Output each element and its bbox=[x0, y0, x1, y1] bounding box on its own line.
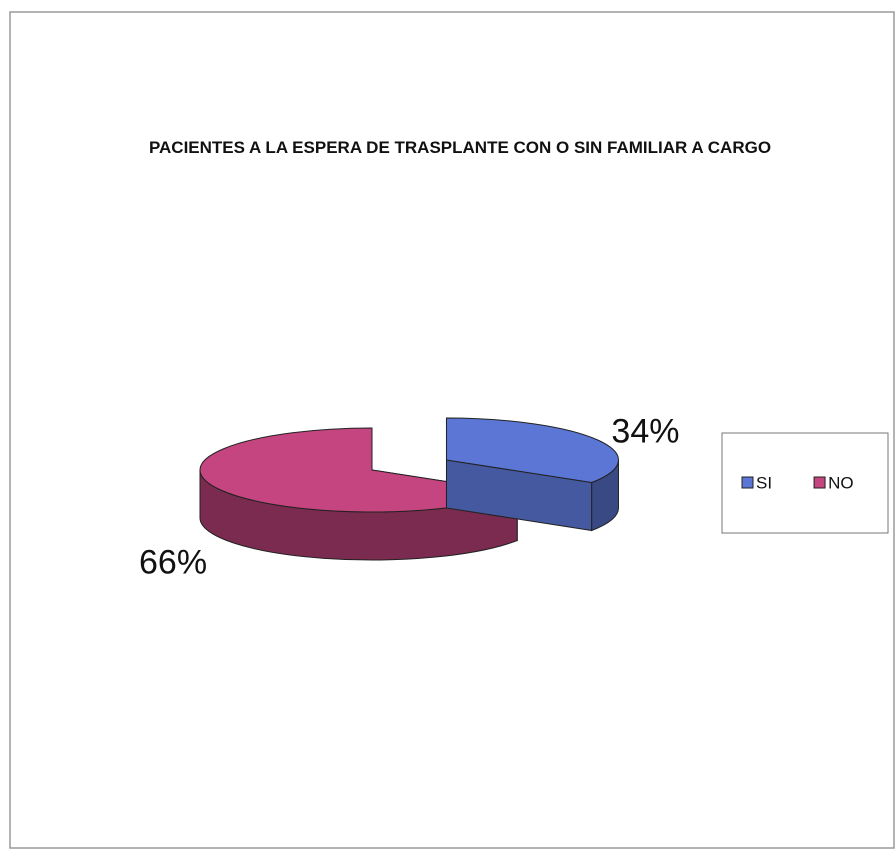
chart-title: PACIENTES A LA ESPERA DE TRASPLANTE CON … bbox=[148, 138, 772, 157]
slice bbox=[199, 427, 520, 513]
legend-label: SI bbox=[756, 473, 772, 492]
legend-swatch bbox=[741, 476, 754, 489]
data-label: 66% bbox=[139, 544, 207, 582]
data-label: 34% bbox=[611, 412, 679, 450]
legend-swatch bbox=[813, 476, 826, 489]
legend-label: NO bbox=[828, 473, 854, 492]
slice bbox=[445, 417, 619, 484]
